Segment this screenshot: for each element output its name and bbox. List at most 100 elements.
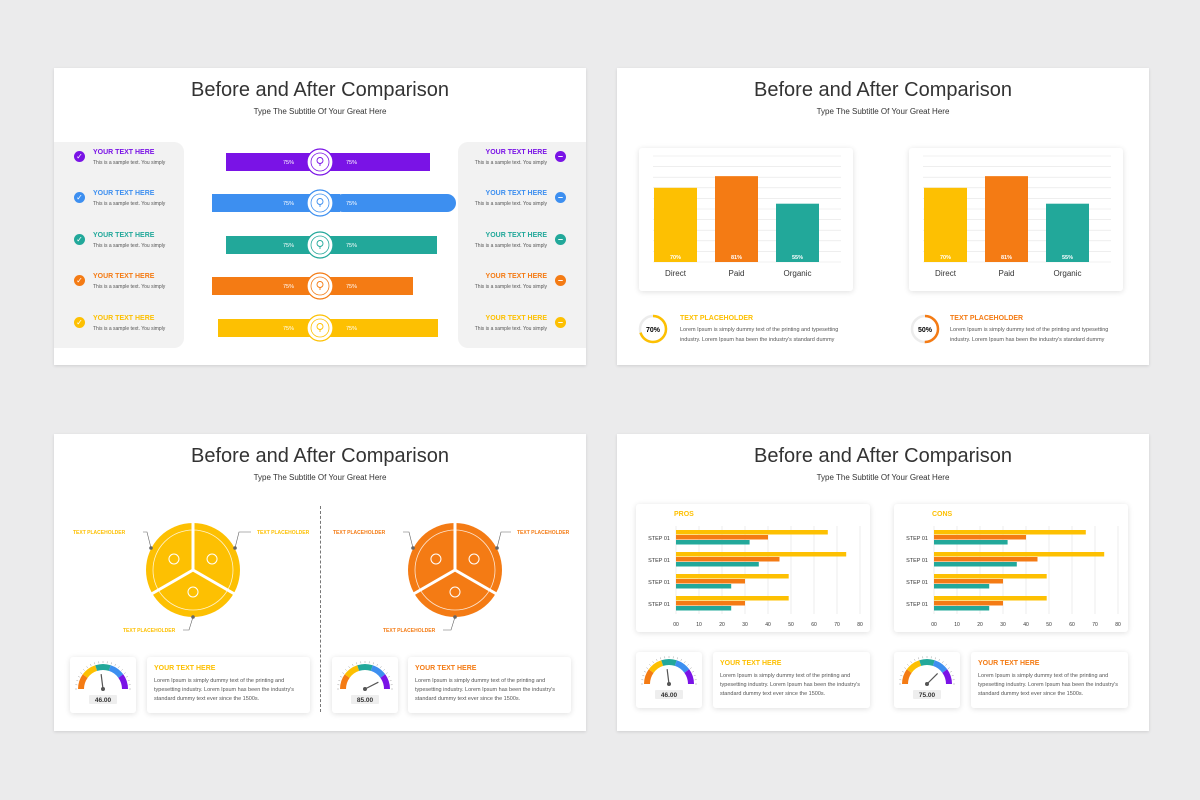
bar-value-label: 70% [940, 255, 951, 261]
item-text: This is a sample text. You simply [474, 326, 547, 332]
gauge-segment [648, 660, 664, 674]
callout-line [496, 531, 511, 549]
trophy-icon [310, 276, 330, 296]
callout-line [443, 616, 456, 631]
gauge-tick [376, 663, 378, 666]
gauge-tick [907, 664, 909, 666]
gauge-value: 46.00 [95, 697, 112, 704]
text-card-right: YOUR TEXT HERE Lorem Ipsum is simply dum… [971, 652, 1128, 708]
category-label: Paid [728, 269, 744, 278]
bar [934, 574, 1047, 579]
right-panel [458, 142, 586, 348]
slide-3[interactable]: Before and After Comparison Type The Sub… [54, 434, 586, 731]
gear-icon [468, 553, 480, 565]
gauge-segment [357, 664, 373, 671]
gauge-tick [918, 657, 920, 660]
callout-dot [453, 615, 457, 619]
slide-2[interactable]: Before and After Comparison Type The Sub… [617, 68, 1149, 365]
bar-right [334, 153, 430, 171]
megaphone-icon [449, 586, 461, 598]
gauge-tick [339, 676, 342, 678]
bar-right-label: 75% [346, 284, 357, 290]
x-tick-label: 60 [811, 622, 817, 628]
gauge-segment [942, 669, 952, 685]
gauge-tick [86, 666, 88, 669]
gauge-tick [900, 675, 903, 677]
bar-value-label: 81% [1001, 255, 1012, 261]
left-panel [54, 142, 184, 348]
trophy-icon [168, 553, 180, 565]
item-text: This is a sample text. You simply [93, 284, 166, 290]
callout-dot [191, 615, 195, 619]
card-text-line2: typesetting industry. Lorem Ipsum has be… [720, 682, 861, 688]
gauge-value-box [913, 690, 941, 699]
minus-icon: – [555, 151, 566, 162]
x-tick-label: 40 [1023, 622, 1029, 628]
slide-4[interactable]: Before and After Comparison Type The Sub… [617, 434, 1149, 731]
bar-paid [985, 176, 1028, 262]
bar [934, 584, 990, 589]
item-title: YOUR TEXT HERE [485, 273, 547, 280]
item-title: YOUR TEXT HERE [93, 232, 155, 239]
bar-paid [715, 176, 758, 262]
category-label: STEP 01 [906, 580, 928, 586]
slide-1[interactable]: Before and After Comparison Type The Sub… [54, 68, 586, 365]
item-text: This is a sample text. You simply [474, 284, 547, 290]
check-icon: ✓ [74, 234, 85, 245]
gauge-tick [338, 680, 341, 682]
gauge-tick [914, 658, 916, 661]
gauge-tick [676, 657, 678, 660]
callout-label: TEXT PLACEHOLDER [123, 628, 176, 634]
minus-icon: – [555, 192, 566, 203]
comparison-bars: 75% 75% 75% 75% 75% 75% 75% 75% 75% 75% [212, 148, 456, 342]
panel-title: TEXT PLACEHOLDER [680, 315, 754, 322]
gauge-tick [80, 672, 83, 674]
item-title: YOUR TEXT HERE [93, 273, 155, 280]
gauge-tick [385, 672, 388, 674]
bar-right [334, 236, 437, 254]
category-label: Organic [1053, 269, 1081, 278]
gauge-tick [121, 669, 123, 671]
gauge-tick [680, 658, 682, 661]
bar-value-label: 55% [792, 255, 803, 261]
progress-ring-left: 70% [638, 314, 668, 344]
slide-subtitle: Type The Subtitle Of Your Great Here [816, 107, 950, 116]
gauge-left: 46.00 [641, 656, 697, 699]
bar [934, 562, 1017, 567]
gauge-tick [118, 666, 120, 669]
megaphone-icon [310, 318, 330, 338]
x-tick-label: 50 [1046, 622, 1052, 628]
gauge-tick [380, 666, 382, 669]
bar-direct [654, 187, 697, 262]
bar [676, 530, 828, 535]
category-label: STEP 01 [648, 602, 670, 608]
wheel-divider [454, 568, 498, 596]
category-label: STEP 01 [906, 536, 928, 542]
item-text: This is a sample text. You simply [474, 160, 547, 166]
gauge-tick [950, 671, 953, 673]
x-tick-label: 50 [788, 622, 794, 628]
gauge-tick [83, 669, 85, 671]
gauge-needle [666, 669, 670, 685]
wheel-divider [412, 568, 456, 596]
bar-organic [1046, 203, 1089, 262]
center-divider [320, 506, 321, 712]
slide-subtitle: Type The Subtitle Of Your Great Here [816, 473, 950, 482]
item-title: YOUR TEXT HERE [485, 232, 547, 239]
gauge-tick [123, 672, 126, 674]
card-text-line3: standard dummy text ever since the 1500s… [415, 696, 521, 702]
bar-right [334, 277, 413, 295]
category-label: Organic [783, 269, 811, 278]
item-text: This is a sample text. You simply [474, 201, 547, 207]
bar-right-label: 75% [346, 160, 357, 166]
item-title: YOUR TEXT HERE [93, 149, 155, 156]
gauge-tick [110, 662, 112, 665]
gauge-right: 85.00 [337, 661, 393, 704]
callout-line [183, 616, 194, 631]
category-label: Direct [665, 269, 687, 278]
check-icon: ✓ [74, 275, 85, 286]
gauge-tick [938, 658, 940, 661]
panel-text-line2: industry. Lorem Ipsum has been the indus… [950, 337, 1105, 343]
callout-label: TEXT PLACEHOLDER [333, 530, 386, 536]
gauge-segment [684, 669, 694, 685]
